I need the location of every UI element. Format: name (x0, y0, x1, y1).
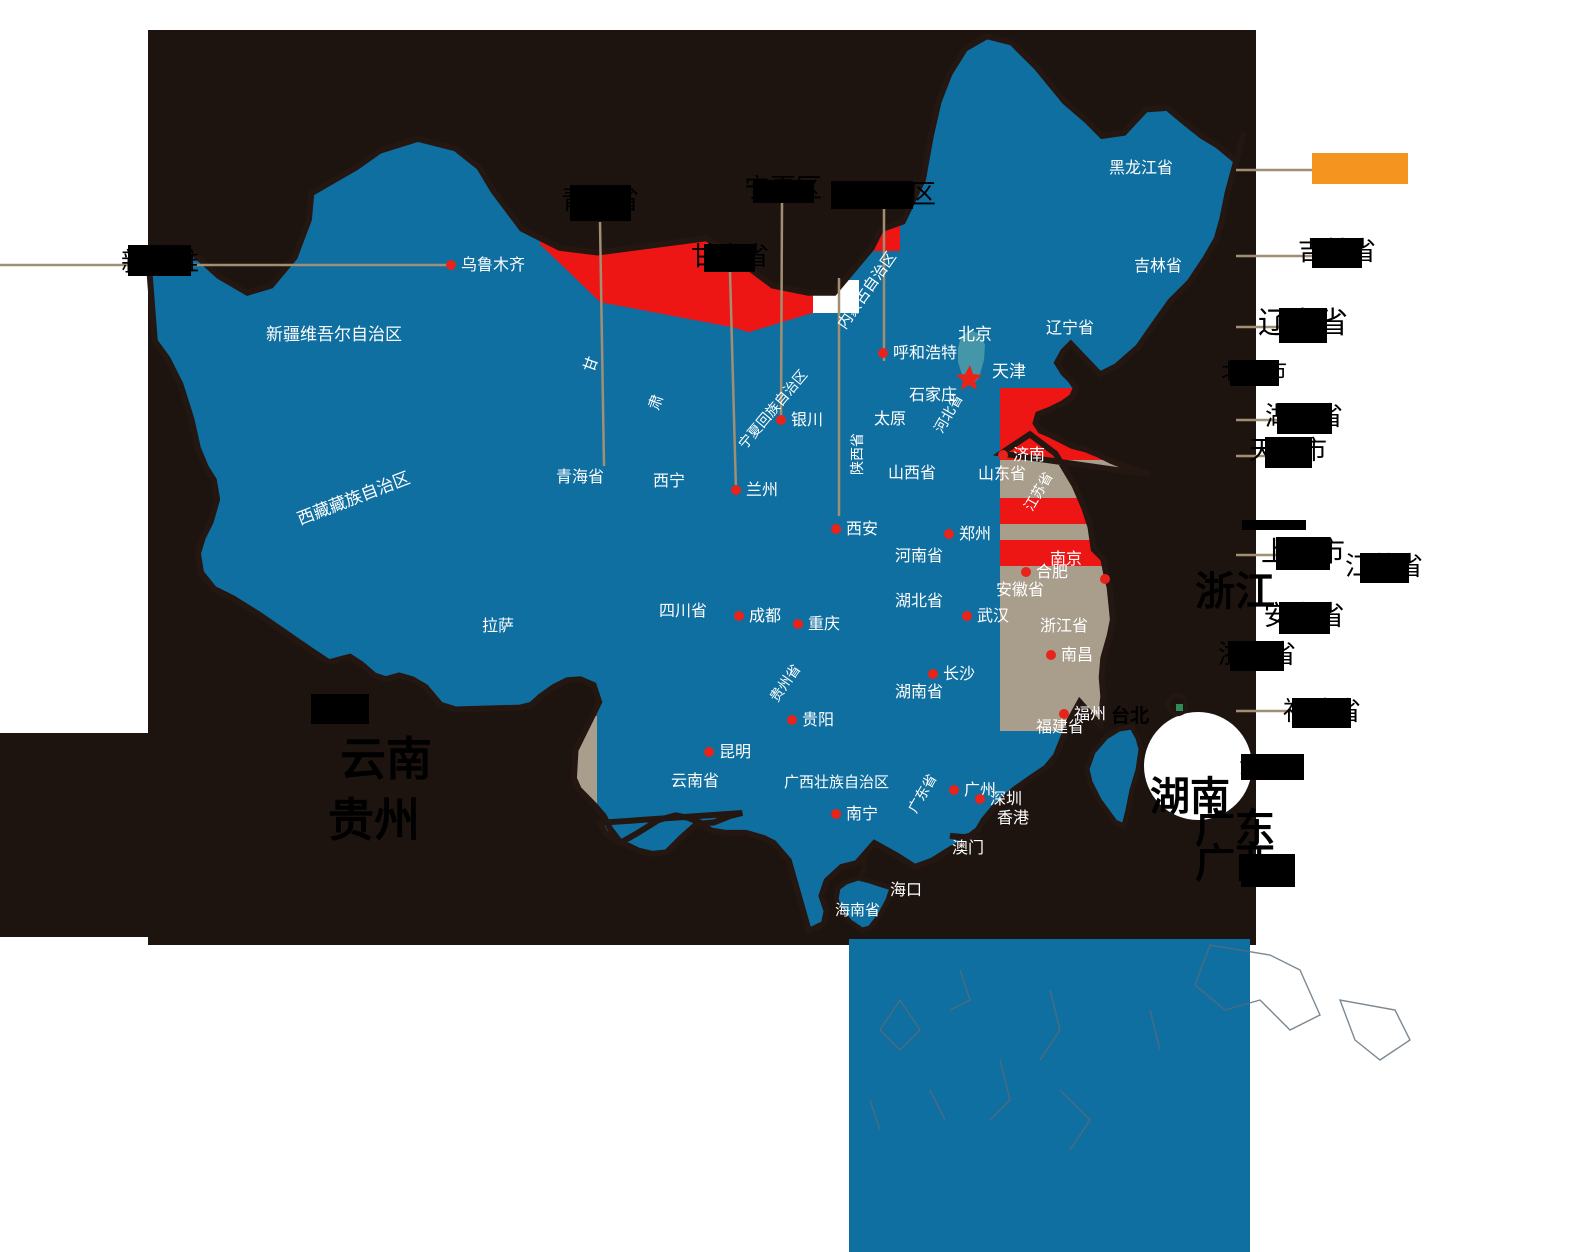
svg-text:吉林省: 吉林省 (1134, 257, 1182, 275)
svg-text:南昌: 南昌 (1061, 646, 1093, 664)
svg-text:湖北省: 湖北省 (895, 592, 943, 610)
svg-text:安徽省: 安徽省 (996, 581, 1044, 599)
svg-text:澳门: 澳门 (952, 839, 984, 857)
svg-text:西宁: 西宁 (653, 472, 685, 490)
svg-text:拉萨: 拉萨 (482, 617, 514, 635)
svg-text:深圳: 深圳 (990, 790, 1022, 808)
svg-text:湖南省: 湖南省 (895, 683, 943, 701)
svg-text:福建省: 福建省 (1036, 718, 1084, 736)
svg-text:长沙: 长沙 (943, 665, 975, 683)
svg-text:郑州: 郑州 (959, 525, 991, 543)
svg-text:黑龙江省: 黑龙江省 (1109, 159, 1173, 177)
svg-text:银川: 银川 (791, 411, 823, 429)
svg-text:重庆: 重庆 (808, 615, 840, 633)
svg-text:香港: 香港 (997, 809, 1029, 827)
svg-text:四川省: 四川省 (659, 602, 707, 620)
svg-text:西安: 西安 (846, 520, 878, 538)
svg-text:昆明: 昆明 (719, 744, 751, 761)
svg-text:太原: 太原 (874, 410, 906, 428)
svg-text:海南省: 海南省 (835, 902, 880, 919)
svg-text:青海省: 青海省 (556, 468, 604, 486)
svg-text:台北: 台北 (1111, 704, 1149, 727)
svg-text:南宁: 南宁 (846, 805, 878, 823)
svg-text:广西: 广西 (1195, 842, 1275, 886)
svg-text:新疆维吾尔自治区: 新疆维吾尔自治区 (266, 325, 402, 344)
svg-text:天津: 天津 (992, 362, 1026, 381)
svg-text:济南: 济南 (1013, 446, 1045, 464)
svg-text:陕西省: 陕西省 (849, 433, 865, 475)
svg-text:武汉: 武汉 (977, 607, 1009, 625)
svg-text:北京: 北京 (958, 325, 992, 344)
svg-text:海口: 海口 (890, 881, 922, 899)
svg-text:兰州: 兰州 (746, 481, 778, 499)
svg-text:云南: 云南 (340, 733, 432, 785)
svg-text:云南省: 云南省 (671, 772, 719, 790)
svg-text:广西壮族自治区: 广西壮族自治区 (784, 774, 889, 791)
svg-text:贵州: 贵州 (328, 794, 420, 846)
svg-text:山西省: 山西省 (888, 464, 936, 482)
svg-text:山东省: 山东省 (978, 465, 1026, 483)
svg-text:成都: 成都 (749, 607, 781, 625)
svg-text:乌鲁木齐: 乌鲁木齐 (461, 256, 525, 274)
svg-text:浙江省: 浙江省 (1040, 617, 1088, 635)
svg-text:南京: 南京 (1050, 550, 1082, 568)
svg-text:浙江: 浙江 (1195, 570, 1275, 614)
svg-text:辽宁省: 辽宁省 (1046, 319, 1094, 337)
svg-text:呼和浩特: 呼和浩特 (893, 344, 957, 362)
svg-text:贵阳: 贵阳 (802, 711, 834, 729)
svg-text:河南省: 河南省 (895, 547, 943, 565)
